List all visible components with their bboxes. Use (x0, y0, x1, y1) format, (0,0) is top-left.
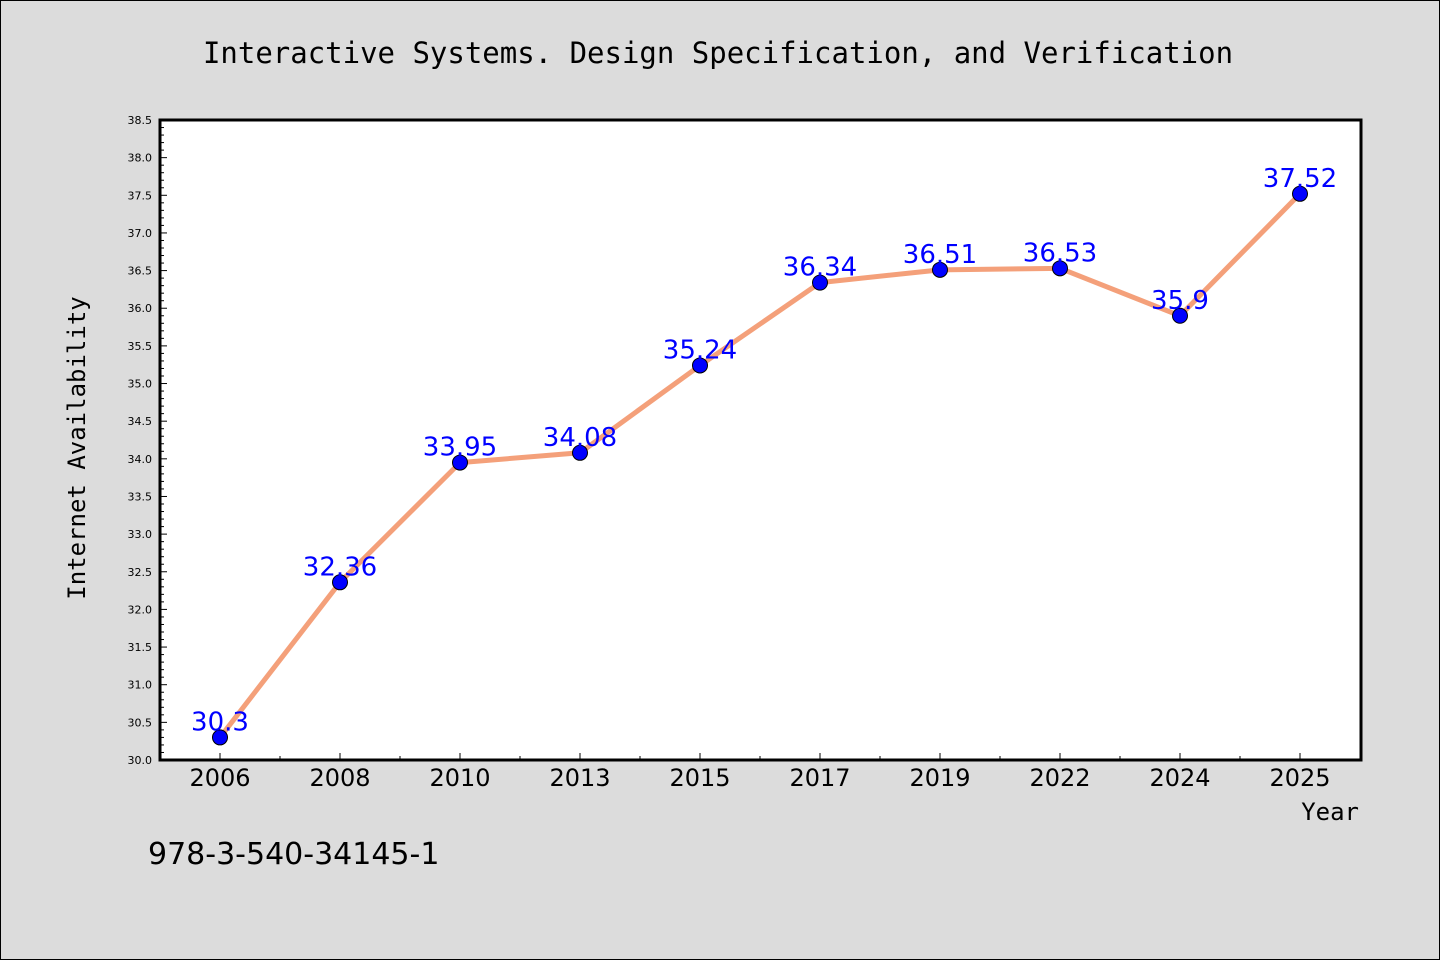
data-label: 32.36 (303, 552, 377, 582)
data-label: 36.53 (1023, 238, 1097, 268)
data-label: 34.08 (543, 423, 617, 453)
y-tick-label: 34.0 (128, 453, 153, 466)
data-point (1292, 185, 1308, 202)
plot-area (158, 118, 1363, 762)
data-label: 30.3 (191, 707, 249, 737)
y-tick-label: 36.0 (128, 302, 153, 315)
x-tick-label: 2024 (1149, 764, 1210, 792)
y-tick-label: 32.5 (128, 566, 153, 579)
data-point (692, 357, 708, 374)
y-tick-label: 30.5 (128, 716, 153, 729)
series-markers (212, 185, 1308, 746)
data-point (572, 444, 588, 461)
x-tick-label: 2017 (789, 764, 850, 792)
y-axis: 30.0 30.5 31.0 31.5 32.0 32.5 33.0 33.5 34.0 34.5… (128, 114, 167, 767)
y-tick-label: 31.0 (128, 679, 153, 692)
x-tick-label: 2015 (669, 764, 730, 792)
data-label: 33.95 (423, 433, 497, 463)
data-point (212, 729, 228, 746)
y-tick-label: 34.5 (128, 415, 153, 428)
data-label: 36.51 (903, 240, 977, 270)
chart-title: Interactive Systems. Design Specificatio… (203, 36, 1233, 70)
data-point (812, 274, 828, 291)
y-tick-label: 33.5 (128, 490, 153, 503)
data-label: 37.52 (1263, 164, 1337, 194)
x-axis-label: Year (1301, 798, 1359, 826)
x-tick-label: 2022 (1029, 764, 1090, 792)
x-tick-label: 2025 (1269, 764, 1330, 792)
data-label: 35.24 (663, 335, 737, 365)
y-tick-label: 33.0 (128, 528, 153, 541)
x-tick-label: 2010 (429, 764, 490, 792)
data-point (452, 454, 468, 471)
y-axis-label: Internet Availability (63, 296, 91, 599)
data-label: 36.34 (783, 253, 857, 283)
x-tick-label: 2006 (189, 764, 250, 792)
y-tick-label: 38.5 (128, 114, 153, 127)
y-tick-label: 38.0 (128, 152, 153, 165)
data-point (1052, 260, 1068, 277)
series-line (217, 191, 1303, 740)
y-tick-label: 35.0 (128, 378, 153, 391)
y-tick-label: 31.5 (128, 641, 153, 654)
data-label: 35.9 (1151, 286, 1209, 316)
y-tick-label: 35.5 (128, 340, 153, 353)
footnote-isbn: 978-3-540-34145-1 (148, 837, 439, 872)
data-labels: 30.3 32.36 33.95 34.08 35.24 36.34 36.51 36.53 3… (191, 164, 1337, 738)
x-tick-label: 2019 (909, 764, 970, 792)
y-tick-label: 37.5 (128, 189, 153, 202)
data-point (332, 574, 348, 591)
y-tick-label: 37.0 (128, 227, 153, 240)
data-point (932, 261, 948, 278)
x-tick-label: 2008 (309, 764, 370, 792)
x-tick-label: 2013 (549, 764, 610, 792)
y-tick-label: 32.0 (128, 603, 153, 616)
y-tick-label: 36.5 (128, 265, 153, 278)
y-tick-label: 30.0 (128, 754, 153, 767)
x-axis: 2006 2008 2010 2013 2015 2017 2019 2022 2024 2025 (189, 753, 1361, 792)
data-point (1172, 307, 1188, 324)
